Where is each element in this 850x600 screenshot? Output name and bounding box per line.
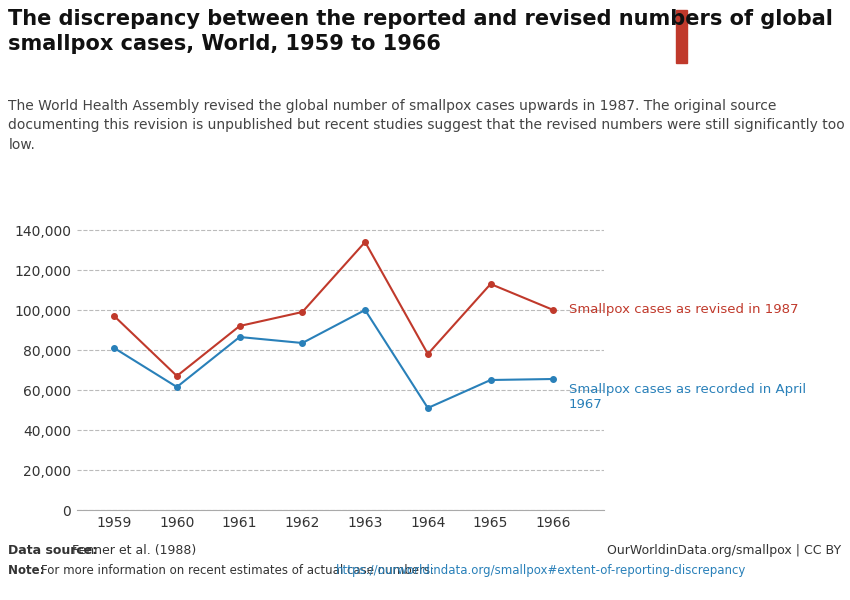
- Text: OurWorldinData.org/smallpox | CC BY: OurWorldinData.org/smallpox | CC BY: [608, 544, 842, 557]
- Bar: [676, 10, 687, 63]
- Text: Data source:: Data source:: [8, 544, 102, 557]
- Text: The discrepancy between the reported and revised numbers of global
smallpox case: The discrepancy between the reported and…: [8, 9, 833, 54]
- Text: Note:: Note:: [8, 564, 49, 577]
- Text: https://ourworldindata.org/smallpox#extent-of-reporting-discrepancy: https://ourworldindata.org/smallpox#exte…: [336, 564, 746, 577]
- Text: Our World
in Data: Our World in Data: [728, 19, 796, 49]
- Text: Fenner et al. (1988): Fenner et al. (1988): [72, 544, 196, 557]
- Text: The World Health Assembly revised the global number of smallpox cases upwards in: The World Health Assembly revised the gl…: [8, 99, 845, 152]
- Text: Smallpox cases as revised in 1987: Smallpox cases as revised in 1987: [569, 304, 798, 317]
- Text: For more information on recent estimates of actual case numbers:: For more information on recent estimates…: [41, 564, 438, 577]
- Text: Smallpox cases as recorded in April
1967: Smallpox cases as recorded in April 1967: [569, 383, 806, 411]
